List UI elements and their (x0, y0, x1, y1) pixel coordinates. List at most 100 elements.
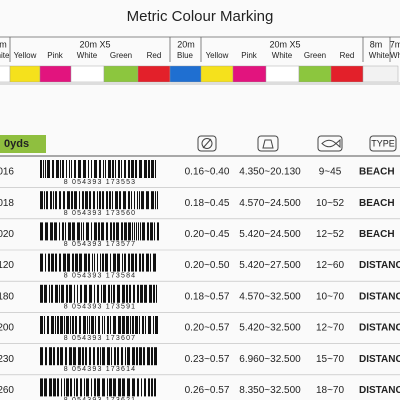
barcode-bar (93, 191, 95, 210)
barcode-bar (109, 378, 112, 397)
colour-segment (169, 65, 202, 83)
barcode-bar (51, 253, 54, 272)
barcode-bar (139, 347, 142, 366)
barcode-bar (100, 347, 101, 366)
colour-segment (200, 65, 234, 83)
barcode-bar (131, 191, 132, 210)
barcode-bar (146, 253, 149, 272)
barcode-bar (78, 347, 81, 366)
colour-label: Pink (241, 51, 258, 60)
barcode-bar (124, 222, 127, 241)
barcode-bar (112, 160, 114, 178)
product-table: 0yds TYPE 016 8 054393 173553 0.16~0.40 4.3… (0, 135, 400, 400)
length-label: m (0, 39, 7, 49)
barcode-bar (53, 378, 56, 397)
colour-segment (330, 65, 364, 83)
barcode-bar (113, 253, 116, 272)
line-type: DISTANC (359, 323, 400, 334)
size-code: 260 (0, 385, 14, 396)
barcode-bar (98, 222, 100, 241)
barcode-bar (119, 191, 121, 210)
barcode-bar (139, 191, 140, 210)
barcode-bar (62, 160, 64, 178)
barcode-bar (126, 284, 128, 303)
colour-segment (0, 65, 11, 83)
barcode-bar (122, 316, 125, 334)
barcode-bar (97, 253, 98, 272)
barcode-bar (69, 284, 72, 303)
barcode-bar (153, 316, 154, 334)
barcode-bar (40, 378, 43, 397)
colour-segment (39, 65, 72, 83)
barcode-bar (156, 284, 157, 303)
barcode-bar (136, 222, 137, 241)
barcode-bar (43, 160, 44, 178)
size-code: 018 (0, 198, 14, 209)
barcode-bar (151, 160, 154, 178)
barcode-bar (45, 347, 47, 366)
barcode-bar (139, 160, 142, 178)
barcode-bar (97, 284, 99, 303)
barcode-bar (105, 160, 106, 178)
colour-label: Red (340, 51, 355, 60)
barcode-bar (94, 160, 97, 178)
barcode-bar (113, 284, 115, 303)
diameter: 0.23~0.57 (185, 354, 230, 365)
barcode-bar (94, 284, 95, 303)
colour-segment (362, 65, 399, 83)
barcode-bar (153, 253, 156, 272)
barcode-bar (55, 191, 57, 210)
length-label: 20m X5 (269, 39, 300, 49)
colour-segment (265, 65, 300, 83)
barcode-bar (72, 316, 74, 334)
barcode-bar (151, 378, 153, 397)
colour-segment (70, 65, 105, 83)
barcode-bar (141, 378, 142, 397)
barcode-bar (128, 222, 131, 241)
barcode-bar (59, 222, 60, 241)
barcode-bar (64, 378, 65, 397)
barcode-bar (102, 253, 104, 272)
type-box (369, 135, 397, 152)
barcode-bar (60, 347, 63, 366)
colour-segment (298, 65, 332, 83)
barcode-bar (110, 222, 112, 241)
barcode-bar (45, 253, 46, 272)
barcode-bar (66, 378, 69, 397)
barcode-bar (86, 222, 89, 241)
barcode-bar (72, 253, 74, 272)
barcode-bar (44, 284, 47, 303)
barcode-bar (40, 160, 42, 178)
barcode-bar (91, 378, 92, 397)
barcode-bar (53, 347, 55, 366)
barcode-bar (97, 347, 99, 366)
barcode-digits: 8 054393 173584 (64, 272, 137, 279)
barcode-bar (50, 222, 53, 241)
barcode-bar (84, 378, 85, 397)
barcode-bar (142, 253, 144, 272)
barcode-bar (88, 160, 89, 178)
barcode-bar (117, 253, 120, 272)
diameter: 0.16~0.40 (185, 167, 230, 178)
barcode-bar (137, 284, 139, 303)
breaking-strain: 6.960~32.500 (239, 354, 301, 365)
barcode-bar (47, 316, 49, 334)
barcode-bar (45, 222, 48, 241)
barcode-bar (94, 253, 95, 272)
barcode-bar (74, 160, 76, 178)
breaking-strain: 4.570~32.500 (239, 291, 301, 302)
colour-label: Red (147, 51, 162, 60)
barcode-bar (49, 378, 52, 397)
breaking-strain: 5.420~32.500 (239, 323, 301, 334)
barcode-bar (59, 284, 60, 303)
length-label: 8m (370, 39, 383, 49)
barcode-bar (45, 160, 46, 178)
breaking-strain: 4.570~24.500 (239, 198, 301, 209)
barcode-bar (139, 316, 140, 334)
barcode-bar (99, 191, 101, 210)
diameter: 0.26~0.57 (185, 385, 230, 396)
barcode-bar (79, 253, 82, 272)
barcode-bar (121, 160, 122, 178)
barcode-bar (145, 316, 146, 334)
colour-segment (137, 65, 171, 83)
